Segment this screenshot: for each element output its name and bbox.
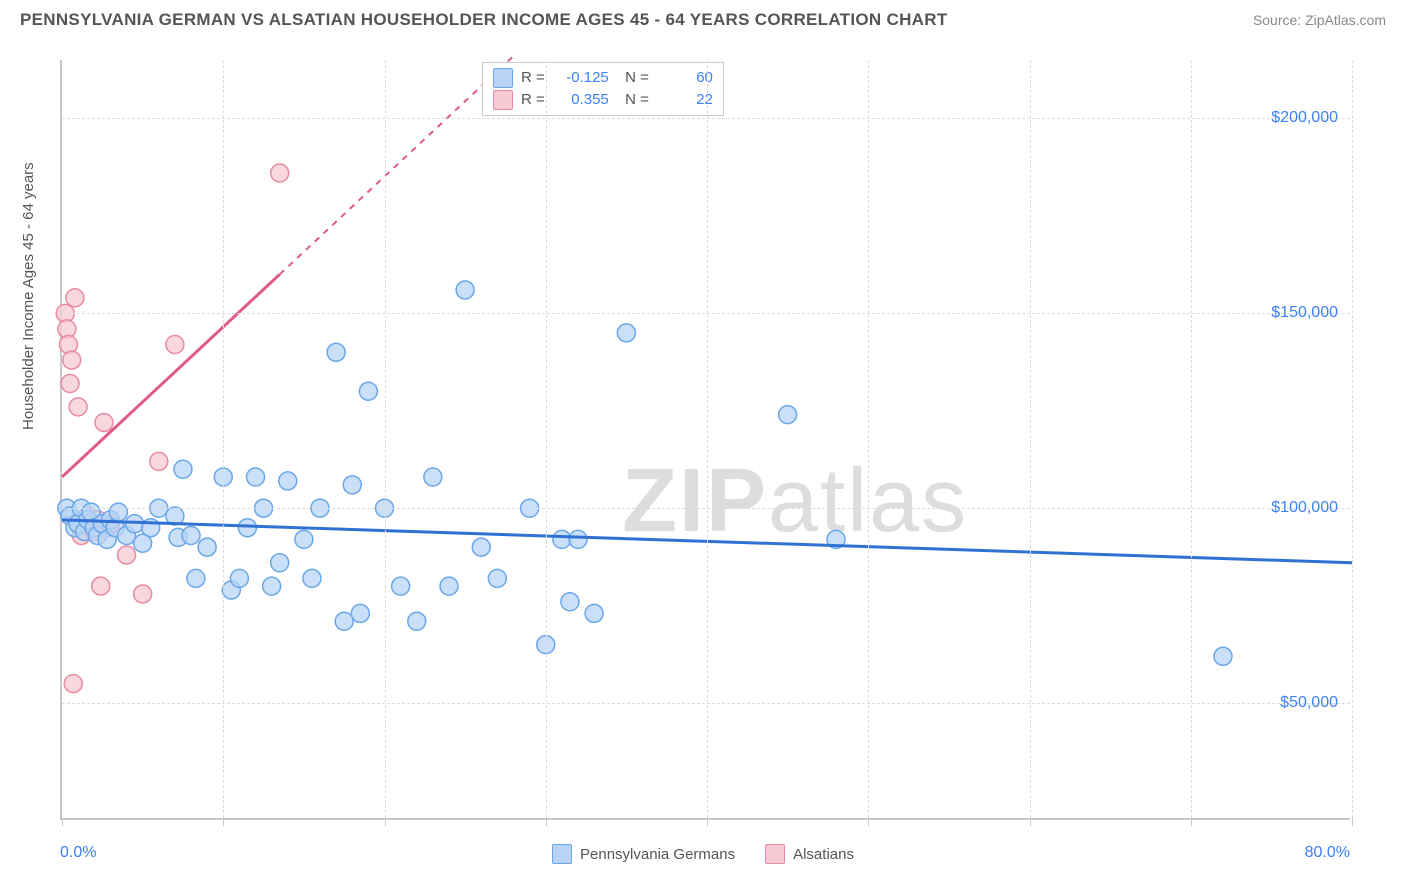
legend-swatch-pg [552,844,572,864]
data-point [585,604,603,622]
y-tick-label: $100,000 [1271,499,1338,517]
data-point [63,351,81,369]
x-tick [1191,818,1192,826]
data-point [295,530,313,548]
data-point [569,530,587,548]
data-point [303,569,321,587]
data-point [174,460,192,478]
data-point [359,382,377,400]
data-point [150,452,168,470]
gridline-v [1352,60,1353,818]
data-point [343,476,361,494]
gridline-v [385,60,386,818]
y-tick-label: $50,000 [1280,694,1338,712]
legend-label-al: Alsatians [793,846,854,863]
data-point [230,569,248,587]
gridline-v [707,60,708,818]
gridline-v [1191,60,1192,818]
data-point [335,612,353,630]
data-point [1214,647,1232,665]
data-point [424,468,442,486]
stats-swatch-al [493,90,513,110]
data-point [109,503,127,521]
data-point [66,289,84,307]
x-tick [1352,818,1353,826]
data-point [456,281,474,299]
source-attribution: Source: ZipAtlas.com [1253,12,1386,28]
x-tick [223,818,224,826]
gridline-h [62,313,1350,314]
x-tick [868,818,869,826]
y-axis-label: Householder Income Ages 45 - 64 years [20,162,37,430]
gridline-h [62,508,1350,509]
data-point [779,406,797,424]
stats-legend: R =-0.125 N =60 R =0.355 N =22 [482,62,724,116]
data-point [198,538,216,556]
series-legend: Pennsylvania Germans Alsatians [0,844,1406,864]
data-point [166,336,184,354]
x-tick [62,818,63,826]
data-point [327,343,345,361]
gridline-h [62,118,1350,119]
trend-line [280,56,514,274]
data-point [247,468,265,486]
data-point [61,374,79,392]
data-point [64,675,82,693]
gridline-h [62,703,1350,704]
x-tick [1030,818,1031,826]
legend-swatch-al [765,844,785,864]
gridline-v [546,60,547,818]
data-point [92,577,110,595]
data-point [69,398,87,416]
data-point [408,612,426,630]
x-tick [707,818,708,826]
data-point [351,604,369,622]
data-point [472,538,490,556]
data-point [279,472,297,490]
data-point [134,585,152,603]
data-point [617,324,635,342]
trend-line [62,274,280,477]
plot-svg [62,60,1350,818]
scatter-chart: ZIPatlas R =-0.125 N =60 R =0.355 N =22 … [60,60,1350,820]
data-point [553,530,571,548]
legend-label-pg: Pennsylvania Germans [580,846,735,863]
data-point [95,413,113,431]
data-point [271,164,289,182]
data-point [182,526,200,544]
data-point [271,554,289,572]
gridline-v [868,60,869,818]
stats-swatch-pg [493,68,513,88]
data-point [59,336,77,354]
data-point [118,546,136,564]
gridline-v [1030,60,1031,818]
y-tick-label: $200,000 [1271,109,1338,127]
chart-title: PENNSYLVANIA GERMAN VS ALSATIAN HOUSEHOL… [20,10,948,30]
gridline-v [223,60,224,818]
data-point [263,577,281,595]
data-point [488,569,506,587]
x-tick [546,818,547,826]
data-point [187,569,205,587]
data-point [561,593,579,611]
data-point [440,577,458,595]
x-tick [385,818,386,826]
data-point [392,577,410,595]
y-tick-label: $150,000 [1271,304,1338,322]
